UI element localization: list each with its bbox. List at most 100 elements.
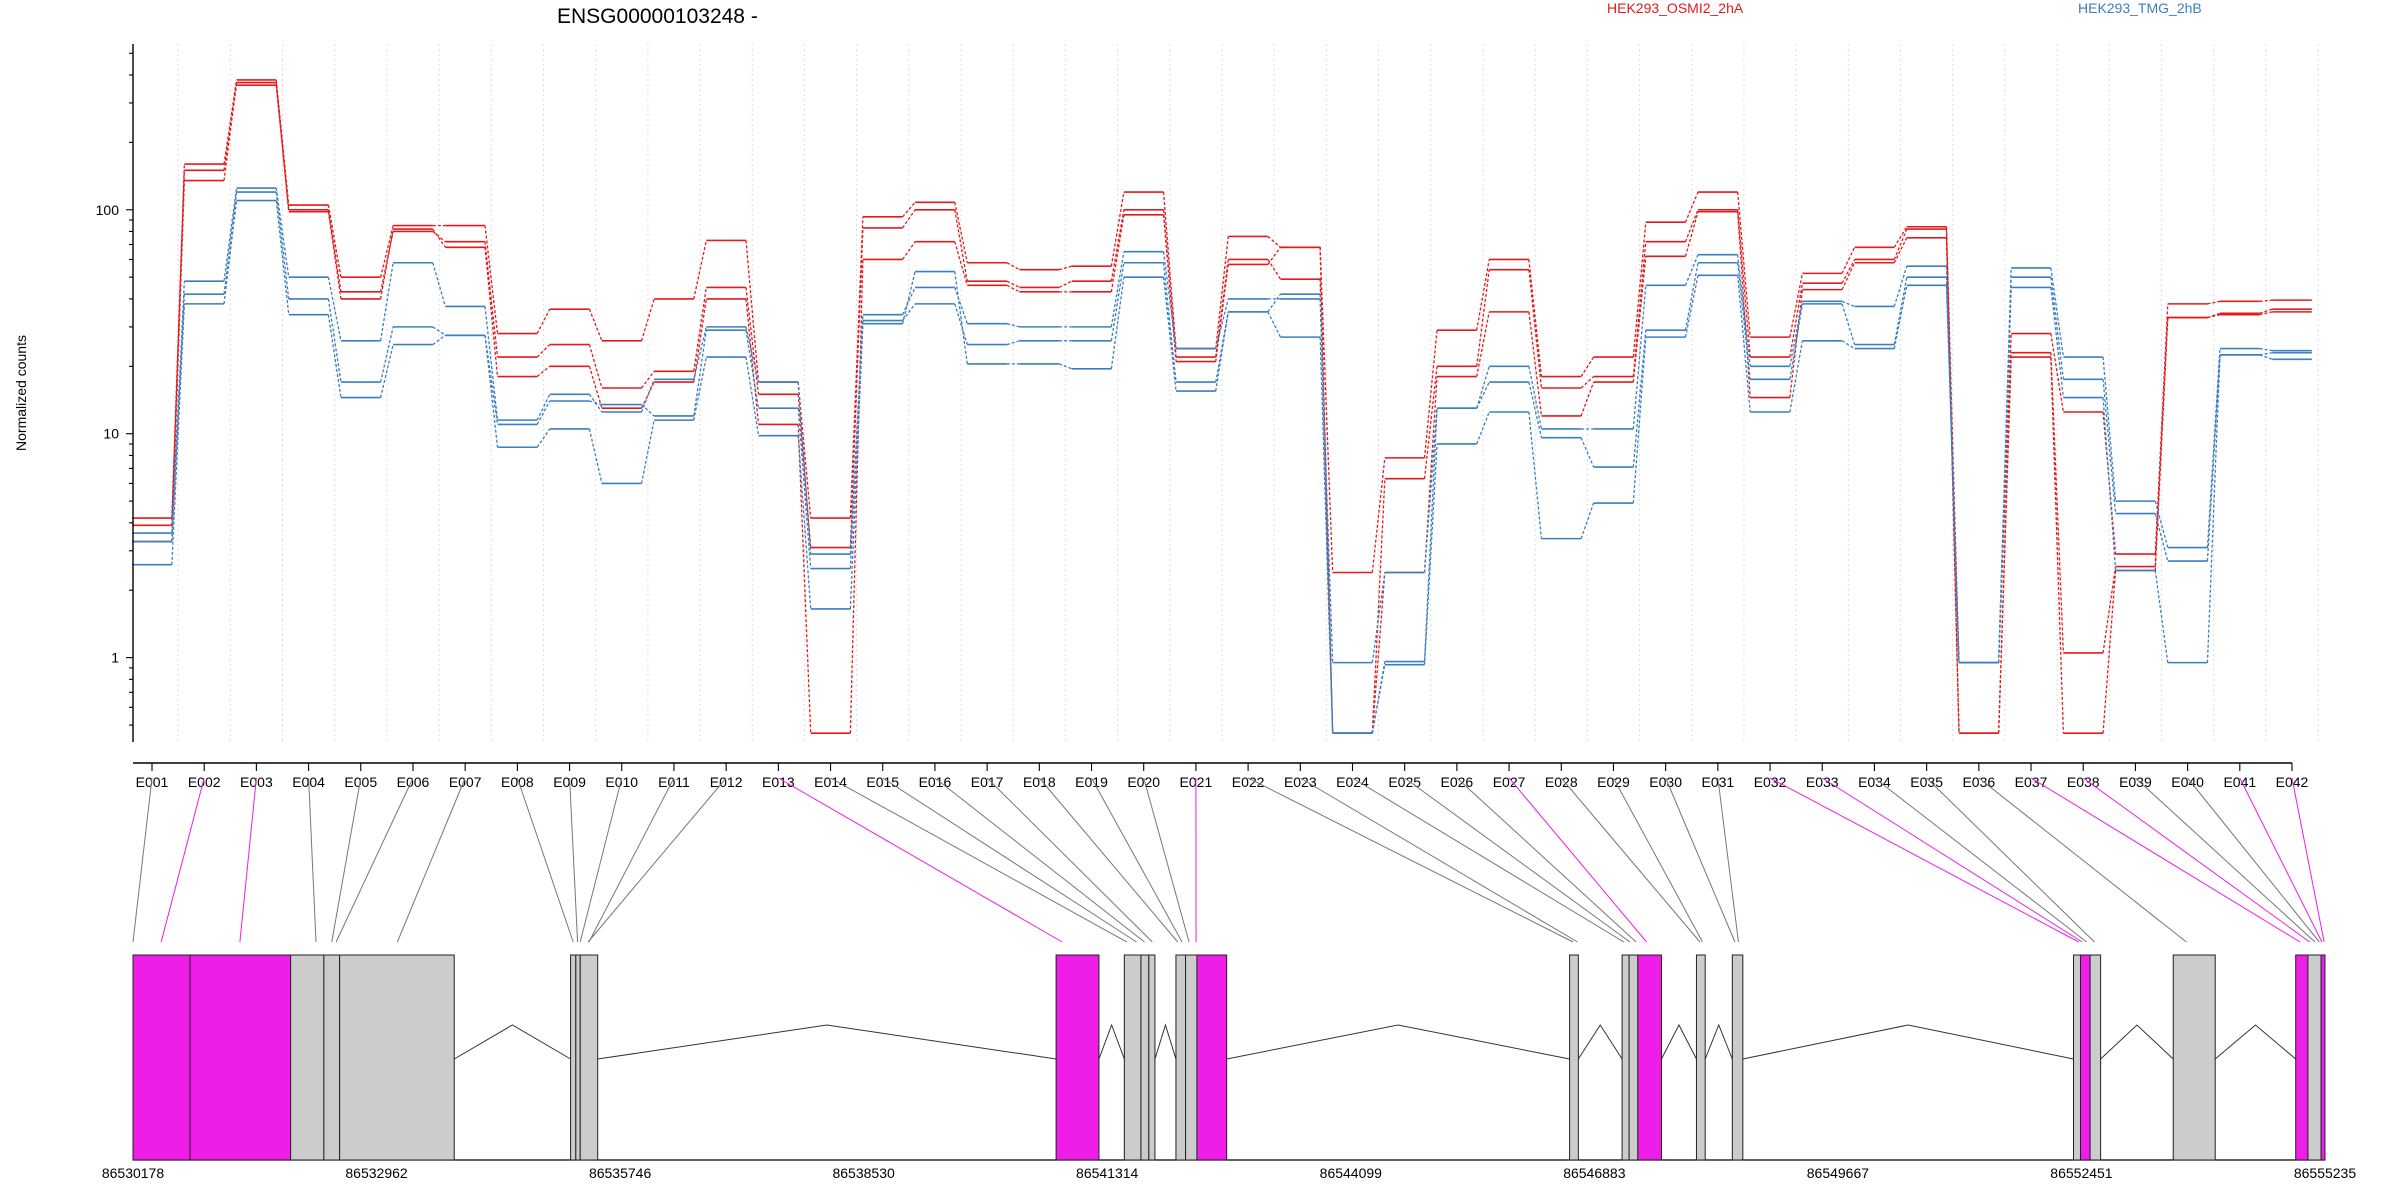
series-transition bbox=[1841, 303, 1856, 345]
x-tick-label: E035 bbox=[1910, 774, 1943, 790]
series-transition bbox=[745, 298, 760, 425]
series-transition bbox=[849, 323, 864, 609]
series-transition bbox=[1737, 211, 1751, 398]
series-transition bbox=[1162, 262, 1177, 383]
series-transition bbox=[849, 227, 864, 548]
exon-box bbox=[1569, 954, 1579, 1161]
bin-connector bbox=[579, 777, 623, 943]
bin-connector bbox=[934, 777, 1145, 943]
series-transition bbox=[954, 241, 968, 286]
x-tick-label: E024 bbox=[1336, 774, 1369, 790]
exon-box bbox=[2089, 954, 2102, 1161]
coord-label: 86546883 bbox=[1563, 1165, 1626, 1181]
series-transition bbox=[223, 79, 238, 165]
x-tick-label: E041 bbox=[2223, 774, 2256, 790]
series-transition bbox=[745, 356, 760, 436]
series-transition bbox=[1110, 191, 1125, 267]
coord-label: 86538530 bbox=[832, 1165, 895, 1181]
series-transition bbox=[1371, 572, 1386, 734]
series-transition bbox=[1110, 262, 1125, 341]
series-transition bbox=[1267, 235, 1281, 248]
series-transition bbox=[797, 435, 812, 609]
bin-connector bbox=[1143, 777, 1190, 943]
exon-box bbox=[1695, 954, 1706, 1161]
series-transition bbox=[589, 400, 603, 406]
series-transition bbox=[954, 287, 968, 324]
series-transition bbox=[1006, 284, 1020, 293]
x-tick-label: E007 bbox=[449, 774, 482, 790]
intron bbox=[1704, 1023, 1733, 1060]
series-transition bbox=[797, 394, 812, 548]
bin-connector bbox=[396, 777, 466, 943]
series-transition bbox=[1580, 381, 1595, 417]
series-transition bbox=[1058, 265, 1072, 271]
series-transition bbox=[379, 326, 394, 383]
series-transition bbox=[1319, 247, 1334, 573]
series-transition bbox=[484, 225, 499, 334]
bin-connector bbox=[1978, 777, 2187, 943]
series-transition bbox=[797, 424, 812, 734]
x-tick-label: E015 bbox=[866, 774, 899, 790]
series-transition bbox=[1058, 280, 1072, 289]
intron bbox=[2214, 1024, 2297, 1060]
x-tick-label: E037 bbox=[2015, 774, 2048, 790]
series-transition bbox=[484, 306, 499, 421]
exon-box-highlighted bbox=[1196, 954, 1228, 1161]
series-transition bbox=[1162, 192, 1177, 349]
series-transition bbox=[1267, 259, 1282, 280]
series-transition bbox=[432, 262, 446, 307]
series-transition bbox=[536, 393, 551, 421]
series-transition bbox=[275, 187, 290, 278]
bin-connector bbox=[2030, 777, 2301, 943]
series-transition bbox=[1684, 209, 1699, 242]
bin-connector bbox=[2291, 777, 2325, 943]
bin-connector bbox=[1560, 777, 1701, 943]
exon-box bbox=[1123, 954, 1142, 1161]
x-tick-label: E014 bbox=[814, 774, 847, 790]
series-transition bbox=[1945, 277, 1960, 663]
series-transition bbox=[1423, 443, 1438, 665]
exon-box bbox=[1628, 954, 1639, 1161]
series-transition bbox=[1789, 301, 1804, 367]
exon-box bbox=[1731, 954, 1744, 1161]
series-transition bbox=[536, 344, 551, 358]
x-tick-label: E020 bbox=[1127, 774, 1160, 790]
series-transition bbox=[1632, 337, 1647, 504]
gene-model bbox=[132, 954, 2326, 1161]
exon-box bbox=[2072, 954, 2081, 1161]
series-transition bbox=[640, 419, 655, 484]
bin-connector bbox=[1926, 777, 2095, 943]
series-transition bbox=[1110, 277, 1125, 369]
series-transition bbox=[1476, 411, 1490, 445]
series-transition bbox=[745, 287, 760, 395]
series-transition bbox=[588, 366, 603, 409]
series-transition bbox=[1162, 251, 1177, 349]
series-transition bbox=[1423, 366, 1438, 479]
series-transition bbox=[1110, 214, 1125, 292]
series-transition bbox=[1841, 340, 1855, 350]
bin-connector bbox=[308, 777, 317, 943]
x-tick-label: E036 bbox=[1962, 774, 1995, 790]
series-transition bbox=[1580, 502, 1595, 539]
series-transition bbox=[954, 202, 968, 263]
bin-connector bbox=[1038, 777, 1179, 943]
series-transition bbox=[1684, 191, 1699, 223]
series-transition bbox=[1319, 294, 1334, 734]
x-tick-label: E039 bbox=[2119, 774, 2152, 790]
series-transition bbox=[1267, 246, 1281, 265]
exon-box bbox=[1148, 954, 1156, 1161]
series-transition bbox=[223, 191, 238, 295]
series-transition bbox=[1998, 287, 2012, 663]
bin-connector bbox=[2135, 777, 2316, 943]
series-transition bbox=[1684, 254, 1699, 286]
series-transition bbox=[1162, 277, 1177, 392]
series-transition bbox=[1789, 340, 1804, 413]
series-transition bbox=[1632, 256, 1647, 383]
series-transition bbox=[1423, 330, 1438, 458]
series-transition bbox=[1006, 280, 1020, 289]
series-transition bbox=[1737, 262, 1751, 380]
series-transition bbox=[327, 204, 342, 278]
series-transition bbox=[2259, 352, 2273, 356]
series-transition bbox=[2154, 317, 2169, 571]
series-transition bbox=[2259, 311, 2273, 316]
